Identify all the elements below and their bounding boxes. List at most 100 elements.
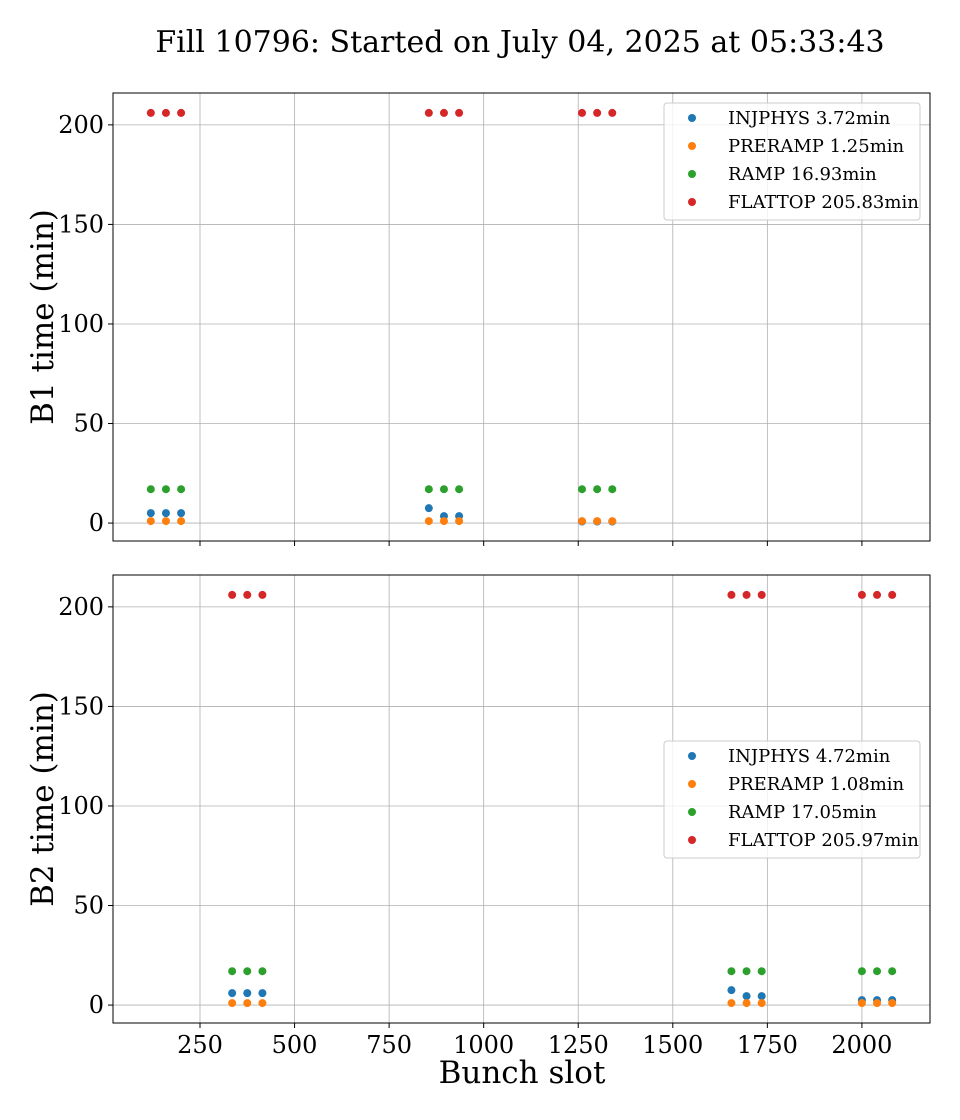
y-tick-label: 200	[58, 593, 104, 621]
series-2	[146, 517, 617, 526]
data-point	[757, 999, 766, 1008]
data-point	[177, 485, 186, 494]
data-point	[161, 485, 170, 494]
data-point	[146, 108, 155, 117]
data-point	[439, 485, 448, 494]
data-point	[228, 590, 237, 599]
x-tick-label: 1250	[548, 1031, 609, 1059]
y-tick-label: 150	[58, 692, 104, 720]
x-tick-label: 1000	[453, 1031, 514, 1059]
x-tick-label: 500	[272, 1031, 318, 1059]
data-point	[888, 590, 897, 599]
legend-marker	[688, 836, 696, 844]
series-4	[228, 590, 897, 599]
legend-entry: FLATTOP 205.83min	[728, 192, 919, 213]
data-point	[177, 108, 186, 117]
series-1	[228, 986, 897, 1005]
x-axis-label: Bunch slot	[439, 1055, 606, 1091]
data-point	[757, 992, 766, 1001]
data-point	[857, 967, 866, 976]
data-point	[873, 590, 882, 599]
x-tick-label: 1750	[737, 1031, 798, 1059]
data-point	[873, 967, 882, 976]
data-point	[857, 999, 866, 1008]
data-point	[258, 967, 267, 976]
legend-marker	[688, 808, 696, 816]
data-point	[873, 999, 882, 1008]
data-point	[578, 485, 587, 494]
y-tick-label: 50	[73, 410, 104, 438]
legend-box	[663, 102, 921, 221]
data-point	[578, 108, 587, 117]
legend-entry: INJPHYS 4.72min	[728, 746, 891, 767]
data-point	[424, 485, 433, 494]
data-point	[455, 517, 464, 526]
x-tick-label: 2000	[831, 1031, 892, 1059]
data-point	[161, 509, 170, 518]
data-point	[439, 517, 448, 526]
data-point	[258, 999, 267, 1008]
y-tick-label: 0	[89, 509, 104, 537]
data-point	[228, 989, 237, 998]
data-point	[608, 517, 617, 526]
data-point	[161, 108, 170, 117]
data-point	[243, 999, 252, 1008]
y-tick-label: 0	[89, 991, 104, 1019]
y-tick-label: 100	[58, 310, 104, 338]
x-tick-label: 750	[366, 1031, 412, 1059]
data-point	[455, 108, 464, 117]
data-point	[228, 967, 237, 976]
data-point	[888, 967, 897, 976]
series-3	[228, 967, 897, 976]
y-tick-label: 200	[58, 111, 104, 139]
legend-entry: RAMP 17.05min	[728, 802, 877, 823]
data-point	[177, 517, 186, 526]
plot-frame	[112, 92, 931, 542]
data-point	[608, 485, 617, 494]
legend-entry: FLATTOP 205.97min	[728, 830, 919, 851]
series-3	[146, 485, 617, 494]
data-point	[424, 517, 433, 526]
data-point	[593, 108, 602, 117]
data-point	[757, 590, 766, 599]
data-point	[742, 590, 751, 599]
data-point	[727, 967, 736, 976]
data-point	[578, 517, 587, 526]
data-point	[424, 504, 433, 513]
legend: INJPHYS 4.72min PRERAMP 1.08min RAMP 17.05…	[663, 740, 921, 859]
data-point	[857, 590, 866, 599]
legend-marker	[688, 142, 696, 150]
data-point	[888, 999, 897, 1008]
legend-marker	[688, 170, 696, 178]
y-tick-label: 100	[58, 792, 104, 820]
data-point	[742, 999, 751, 1008]
data-point	[228, 999, 237, 1008]
data-point	[727, 999, 736, 1008]
x-tick-label: 250	[177, 1031, 223, 1059]
series-1	[146, 504, 617, 526]
data-point	[243, 967, 252, 976]
series-4	[146, 108, 617, 117]
legend-box	[663, 740, 921, 859]
legend-marker	[688, 114, 696, 122]
data-point	[146, 485, 155, 494]
panel-2: 0 50 100 150 200 250 500 750 1000 1250 1500 1750 200…	[25, 574, 931, 1059]
y-axis-label: B2 time (min)	[25, 691, 61, 907]
chart-title: Fill 10796: Started on July 04, 2025 at …	[155, 25, 884, 60]
data-point	[742, 967, 751, 976]
data-point	[177, 509, 186, 518]
data-point	[424, 108, 433, 117]
data-point	[742, 992, 751, 1001]
legend-entry: PRERAMP 1.08min	[728, 774, 905, 795]
data-point	[146, 509, 155, 518]
panel-1: 0 50 100 150 200 B1 time (min) INJPHYS 3.72min…	[25, 92, 931, 546]
panels: 0 50 100 150 200 B1 time (min) INJPHYS 3.72min…	[25, 92, 931, 1059]
series-2	[228, 999, 897, 1008]
data-point	[258, 989, 267, 998]
data-point	[593, 485, 602, 494]
legend-entry: PRERAMP 1.25min	[728, 136, 905, 157]
data-point	[727, 590, 736, 599]
data-point	[757, 967, 766, 976]
data-point	[608, 108, 617, 117]
